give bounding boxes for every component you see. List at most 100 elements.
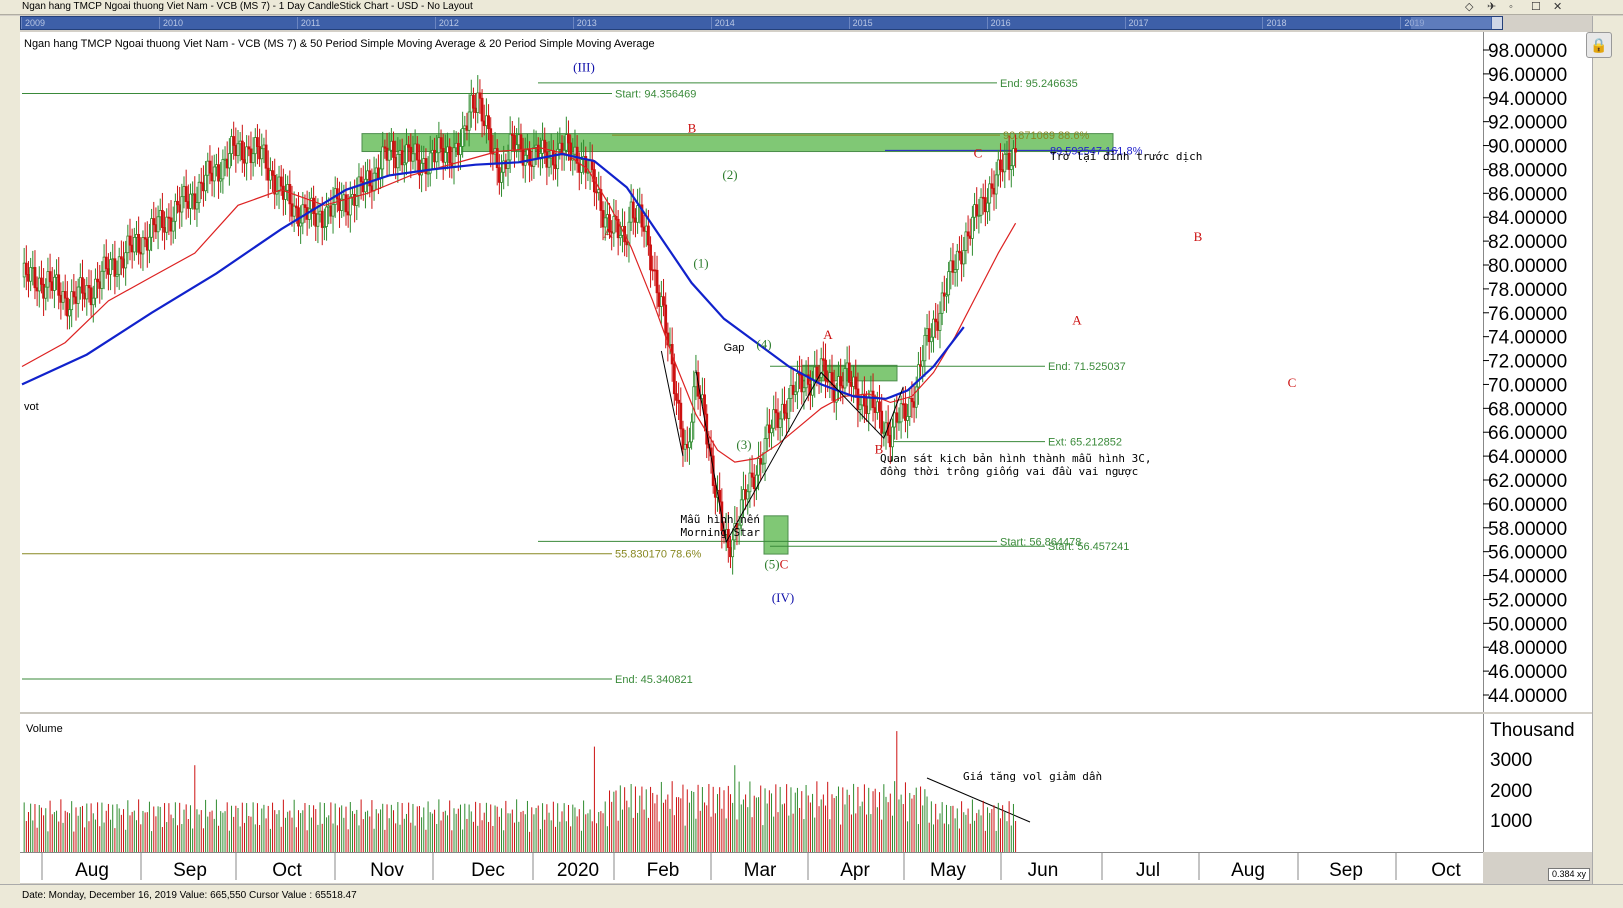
candle-body bbox=[718, 489, 722, 503]
status-text: Date: Monday, December 16, 2019 Value: 6… bbox=[22, 890, 357, 901]
year-label[interactable]: 2015 bbox=[848, 17, 987, 29]
candle-body bbox=[314, 213, 318, 227]
candle-body bbox=[318, 210, 322, 215]
candle-body bbox=[191, 193, 195, 196]
candle-body bbox=[1012, 148, 1015, 167]
candle-body bbox=[76, 286, 80, 304]
minimize-icon[interactable]: ◦ bbox=[1509, 1, 1513, 13]
candle-body bbox=[160, 210, 164, 228]
time-tick-label: Aug bbox=[75, 860, 109, 881]
candle-body bbox=[981, 196, 985, 199]
year-label[interactable]: 2013 bbox=[572, 17, 711, 29]
candle-body bbox=[843, 368, 847, 389]
candle-body bbox=[65, 297, 69, 317]
candle-body bbox=[459, 146, 462, 156]
candle-body bbox=[145, 238, 149, 251]
candle-body bbox=[230, 136, 233, 155]
candle-body bbox=[575, 146, 579, 164]
volume-trendline bbox=[926, 777, 1031, 823]
candle-body bbox=[150, 218, 154, 238]
scenario-label-2: đồng thời trông giống vai đầu vai ngược bbox=[880, 465, 1138, 478]
candle-body bbox=[484, 115, 488, 127]
maximize-icon[interactable]: ☐ bbox=[1531, 1, 1541, 13]
candle-body bbox=[683, 443, 687, 450]
candle-body bbox=[923, 334, 927, 362]
candle-body bbox=[281, 185, 285, 200]
diamond-icon[interactable]: ◇ bbox=[1465, 1, 1474, 13]
candle-body bbox=[273, 174, 277, 195]
candle-body bbox=[895, 412, 899, 423]
year-label[interactable]: 2016 bbox=[986, 17, 1125, 29]
time-tick-label: Jul bbox=[1136, 860, 1160, 881]
candle-body bbox=[53, 276, 56, 291]
price-tick-label: 84.00000 bbox=[1488, 208, 1567, 229]
return-top-label: Trở lại đỉnh trước dịch bbox=[1050, 150, 1202, 163]
year-label[interactable]: 2017 bbox=[1124, 17, 1263, 29]
level-label: 90.871069 88.6% bbox=[1003, 130, 1089, 142]
price-tick-label: 62.00000 bbox=[1488, 471, 1567, 492]
candle-body bbox=[567, 134, 570, 144]
candle-body bbox=[202, 182, 205, 192]
candle-body bbox=[208, 160, 212, 174]
year-range-selector[interactable] bbox=[1411, 17, 1491, 29]
year-label[interactable]: 2014 bbox=[710, 17, 849, 29]
candle-body bbox=[971, 216, 974, 239]
window-title: Ngan hang TMCP Ngoai thuong Viet Nam - V… bbox=[22, 1, 473, 12]
candle-body bbox=[122, 258, 125, 269]
time-tick-label: May bbox=[930, 860, 966, 881]
candle-body bbox=[625, 241, 629, 246]
price-tick-label: 86.00000 bbox=[1488, 184, 1567, 205]
close-icon[interactable]: ✕ bbox=[1553, 1, 1563, 13]
price-tick-label: 60.00000 bbox=[1488, 495, 1567, 516]
pane-divider[interactable] bbox=[20, 712, 1483, 714]
candle-body bbox=[152, 218, 156, 226]
candle-body bbox=[616, 218, 620, 239]
candle-body bbox=[251, 153, 255, 164]
candle-body bbox=[977, 214, 981, 217]
year-label[interactable]: 2011 bbox=[296, 17, 435, 29]
candle-body bbox=[910, 397, 914, 403]
candle-body bbox=[94, 278, 97, 299]
candle-body bbox=[480, 97, 484, 122]
candle-body bbox=[858, 404, 862, 410]
year-scroll-handle[interactable] bbox=[1492, 17, 1502, 29]
time-tick-label: Oct bbox=[1431, 860, 1461, 881]
candle-body bbox=[841, 385, 845, 389]
volume-axis[interactable] bbox=[1483, 714, 1593, 852]
candle-body bbox=[163, 227, 166, 233]
candle-body bbox=[1001, 169, 1005, 173]
candle-body bbox=[448, 146, 452, 164]
price-tick-label: 46.00000 bbox=[1488, 662, 1567, 683]
price-tick-label: 56.00000 bbox=[1488, 543, 1567, 564]
candle-body bbox=[225, 158, 229, 169]
year-label[interactable]: 2012 bbox=[434, 17, 573, 29]
wave-label-5: (5) bbox=[764, 556, 779, 571]
candle-body bbox=[878, 401, 881, 412]
candle-body bbox=[642, 226, 646, 232]
year-label[interactable]: 2018 bbox=[1262, 17, 1400, 29]
candle-body bbox=[737, 524, 741, 530]
level-label: Start: 94.356469 bbox=[615, 89, 696, 101]
level-label: 55.830170 78.6% bbox=[615, 549, 701, 561]
candle-body bbox=[346, 211, 350, 216]
candle-body bbox=[819, 358, 823, 378]
candle-body bbox=[158, 210, 162, 218]
year-label[interactable]: 2009 bbox=[21, 17, 159, 29]
price-axis[interactable] bbox=[1483, 32, 1593, 712]
year-label[interactable]: 2010 bbox=[158, 17, 297, 29]
candle-body bbox=[545, 151, 549, 168]
year-ruler[interactable]: 2009 2010 2011 2012 2013 2014 2015 2016 2017 2018… bbox=[20, 16, 1503, 30]
zoom-readout[interactable]: 0.384 xy bbox=[1548, 868, 1591, 881]
candle-body bbox=[934, 318, 938, 323]
time-axis[interactable] bbox=[20, 852, 1483, 883]
price-tick-label: 70.00000 bbox=[1488, 375, 1567, 396]
candle-body bbox=[964, 231, 968, 251]
candle-body bbox=[767, 424, 771, 434]
time-tick-label: Aug bbox=[1231, 860, 1265, 881]
candle-body bbox=[31, 267, 35, 269]
candle-body bbox=[664, 304, 668, 334]
lock-icon[interactable]: 🔒 bbox=[1586, 32, 1612, 58]
pin-icon[interactable]: ✈ bbox=[1487, 1, 1497, 13]
candle-body bbox=[383, 146, 387, 149]
